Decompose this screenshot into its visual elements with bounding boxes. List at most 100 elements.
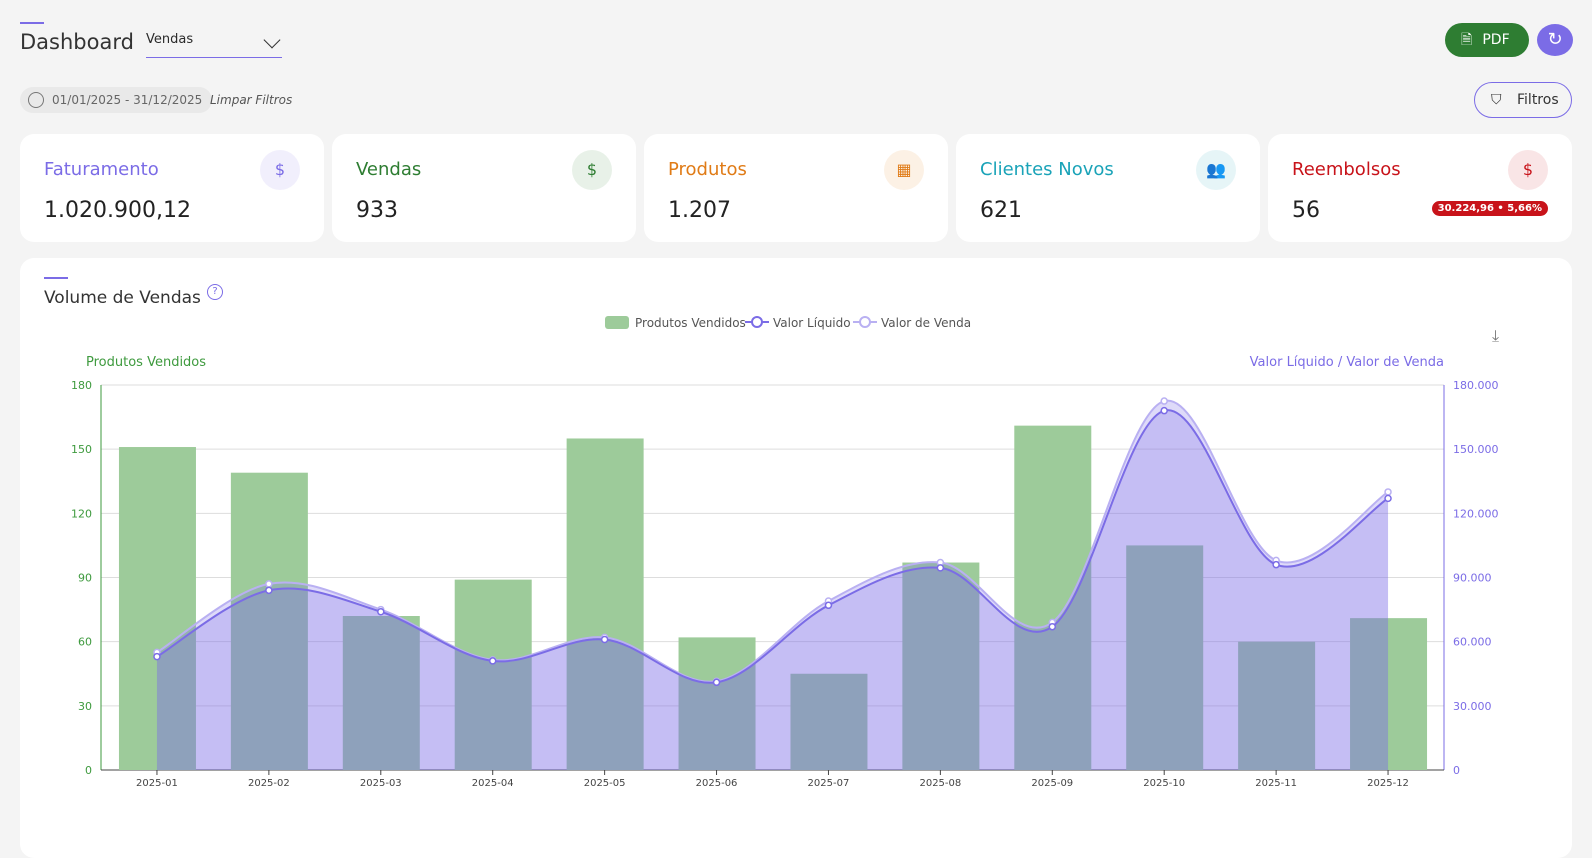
clear-filters-link[interactable]: Limpar Filtros [210,93,293,107]
y-left-tick: 180 [71,379,92,392]
card-label: Faturamento [44,159,159,180]
x-tick-label: 2025-02 [248,778,290,789]
calendar-icon [28,92,44,108]
legend-marker [859,316,871,328]
boxes-icon: ▦ [884,150,924,190]
point-2025-12 [1384,494,1392,503]
point-2025-07 [824,601,833,610]
y-right-tick: 30.000 [1453,700,1492,713]
pdf-button[interactable]: 🗎 PDF [1445,23,1529,57]
y-right-tick: 90.000 [1453,572,1492,585]
card-value: 1.207 [668,198,731,223]
dashboard-select[interactable]: Vendas [146,31,282,58]
y-left-tick: 0 [85,764,92,777]
card-clientes-novos[interactable]: Clientes Novos 621 👥 [956,134,1260,242]
users-icon: 👥 [1196,150,1236,190]
point-2025-01 [153,652,161,661]
date-range-chip[interactable]: 01/01/2025 - 31/12/2025 [20,87,213,113]
y-right-tick: 60.000 [1453,636,1492,649]
card-vendas[interactable]: Vendas 933 $ [332,134,636,242]
bar-2025-12 [1350,618,1428,770]
filters-button[interactable]: ⛉ Filtros [1474,82,1572,118]
refund-icon: $ [1508,150,1548,190]
card-reembolsos[interactable]: Reembolsos 56 $ 30.224,96 • 5,66% [1268,134,1572,242]
point-2025-02 [265,580,273,588]
bar-2025-10 [1126,545,1204,770]
date-range: 01/01/2025 - 31/12/2025 [52,93,203,107]
point-2025-10 [1160,406,1168,415]
refresh-button[interactable]: ↻ [1537,24,1573,56]
y-left-label: Produtos Vendidos [86,355,206,370]
x-tick-label: 2025-03 [360,778,402,789]
point-2025-06 [712,678,721,687]
filters-label: Filtros [1517,92,1559,108]
x-tick-label: 2025-08 [919,778,961,789]
area-valor-líquido [156,410,1389,770]
x-tick-label: 2025-07 [808,778,850,789]
y-left-tick: 60 [78,636,92,649]
bar-2025-08 [902,562,980,770]
point-2025-12 [1384,488,1392,496]
title-accent [20,22,44,24]
x-tick-label: 2025-01 [136,778,178,789]
card-label: Clientes Novos [980,159,1114,180]
card-label: Vendas [356,159,422,180]
point-2025-10 [1160,397,1168,405]
point-2025-08 [936,564,945,572]
bar-2025-05 [566,438,644,770]
refresh-icon: ↻ [1547,29,1563,50]
hand-dollar-icon: $ [572,150,612,190]
y-right-tick: 0 [1453,764,1460,777]
page-title: Dashboard [20,30,134,54]
legend-swatch-produtos [605,316,629,329]
card-value: 56 [1292,198,1320,223]
panel-accent [44,277,68,279]
bar-2025-04 [454,579,532,770]
area-valor-de-venda [156,400,1389,770]
x-tick-label: 2025-09 [1031,778,1073,789]
x-tick-label: 2025-04 [472,778,514,789]
y-left-tick: 90 [78,572,92,585]
bar-2025-11 [1238,641,1316,770]
file-export-icon: 🗎 [1461,32,1473,48]
card-value: 621 [980,198,1022,223]
refund-badge: 30.224,96 • 5,66% [1431,201,1548,216]
card-value: 933 [356,198,398,223]
filter-icon: ⛉ [1491,92,1502,108]
y-left-tick: 30 [78,700,92,713]
card-value: 1.020.900,12 [44,198,191,223]
legend-marker [751,316,763,328]
point-2025-02 [265,586,273,595]
x-tick-label: 2025-12 [1367,778,1409,789]
card-label: Produtos [668,159,747,180]
card-label: Reembolsos [1292,159,1401,180]
x-tick-label: 2025-05 [584,778,626,789]
download-icon[interactable]: ⤓ [1492,326,1500,345]
bar-2025-07 [790,673,868,770]
legend-item: Valor Líquido [773,316,851,330]
y-right-tick: 150.000 [1453,443,1499,456]
card-produtos[interactable]: Produtos 1.207 ▦ [644,134,948,242]
money-bag-icon: $ [260,150,300,190]
bar-2025-09 [1014,425,1092,770]
y-left-tick: 120 [71,507,92,520]
y-left-tick: 150 [71,443,92,456]
point-2025-09 [1048,622,1057,631]
x-tick-label: 2025-06 [696,778,738,789]
point-2025-04 [488,657,497,665]
point-2025-11 [1272,560,1280,569]
point-2025-03 [377,607,385,616]
x-tick-label: 2025-10 [1143,778,1185,789]
x-tick-label: 2025-11 [1255,778,1297,789]
y-right-label: Valor Líquido / Valor de Venda [1250,355,1444,370]
card-faturamento[interactable]: Faturamento 1.020.900,12 $ [20,134,324,242]
bar-2025-01 [118,447,196,770]
legend-produtos: Produtos Vendidos [635,316,746,330]
help-icon[interactable]: ? [207,284,223,300]
bar-2025-03 [342,616,420,770]
y-right-tick: 120.000 [1453,507,1499,520]
sales-volume-chart: 0 0 30 30.000 60 60.000 90 90.000 120 120.000 150 1… [71,316,1499,789]
y-right-tick: 180.000 [1453,379,1499,392]
select-value: Vendas [146,32,194,47]
bar-2025-06 [678,637,756,770]
